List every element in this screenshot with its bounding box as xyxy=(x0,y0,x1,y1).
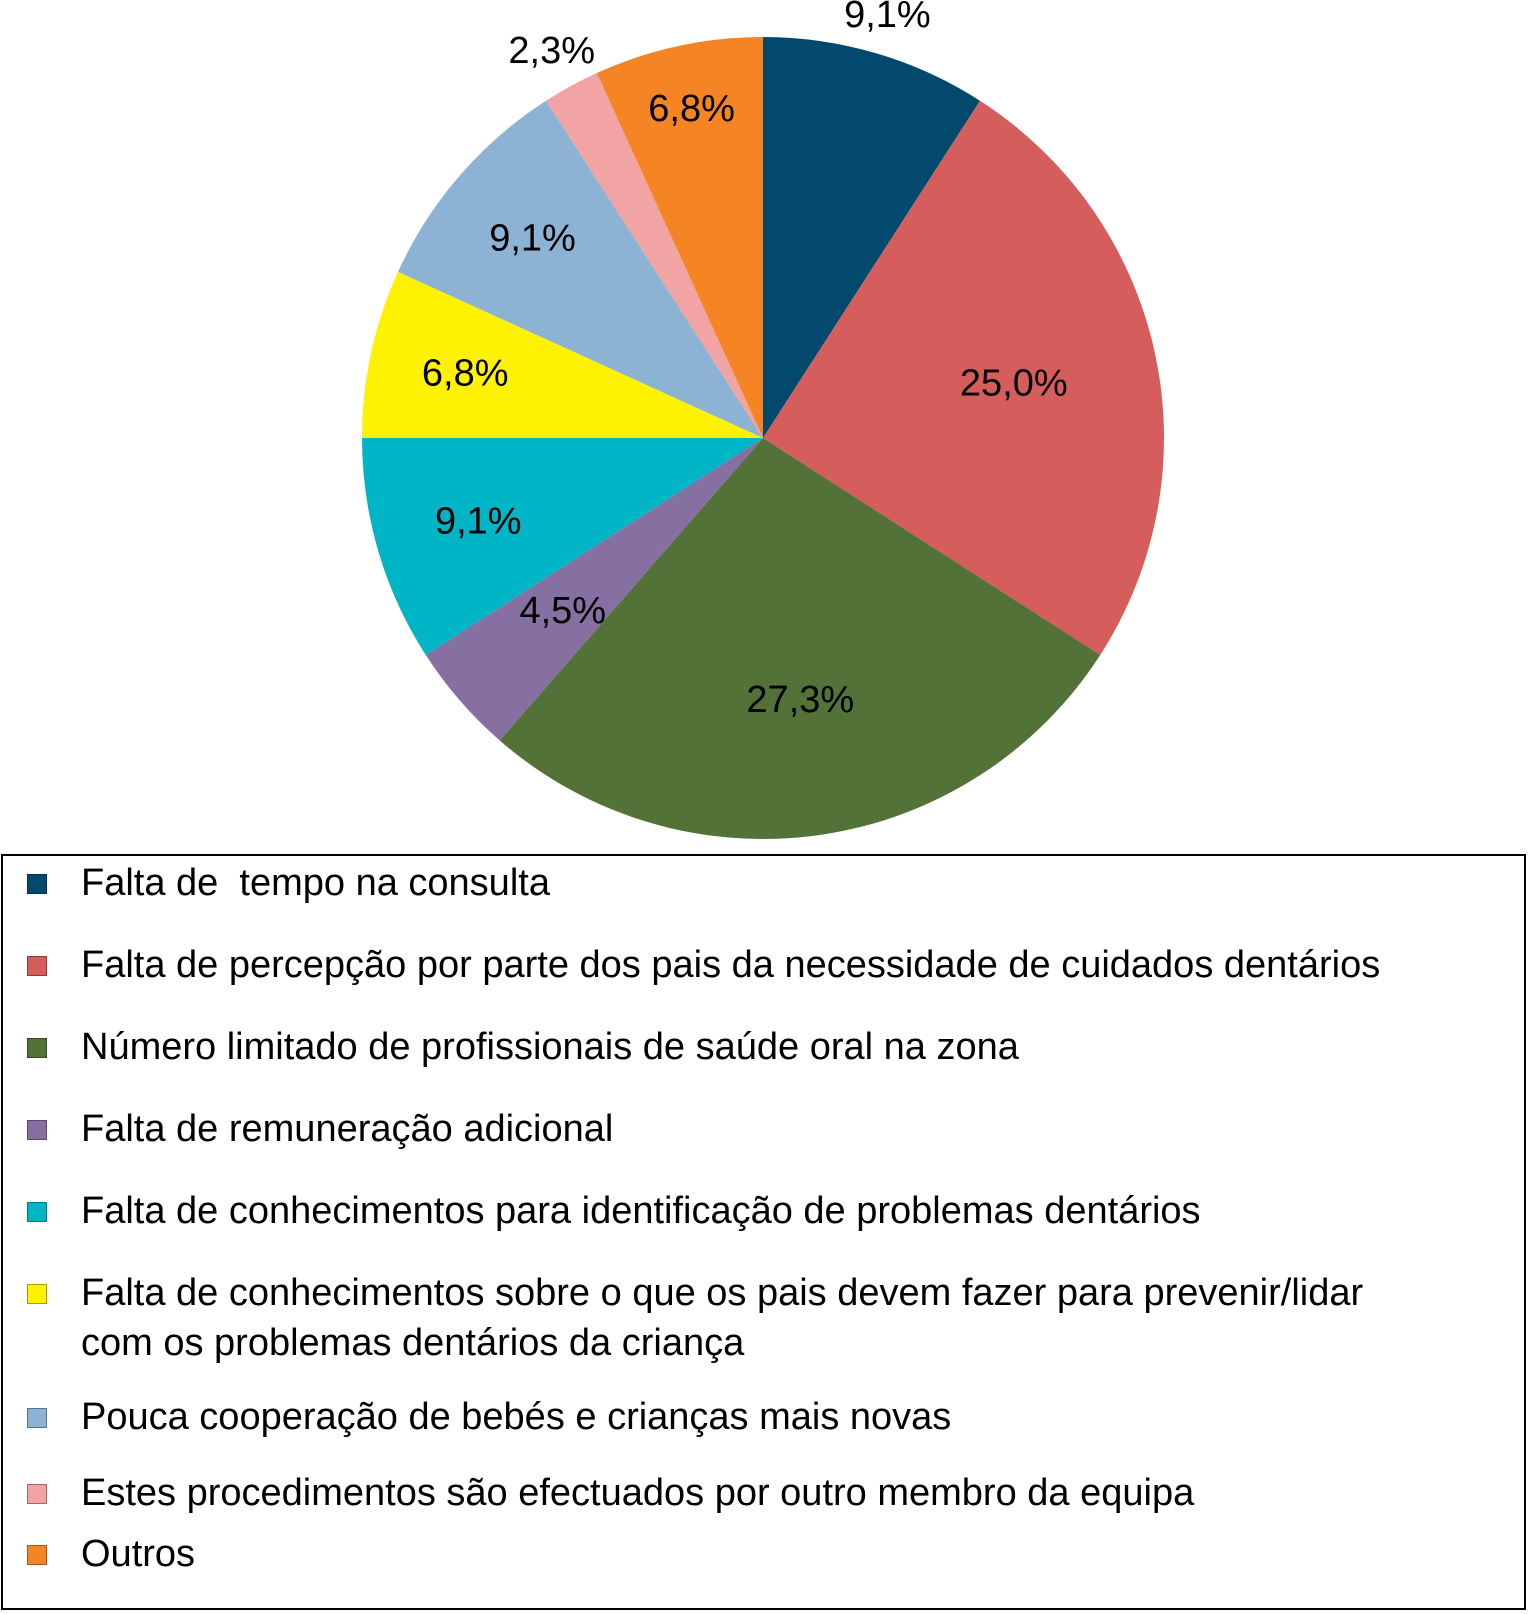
pie-slice xyxy=(596,37,763,438)
pie-slice xyxy=(763,37,980,438)
slice-value-label: 6,8% xyxy=(648,88,735,130)
legend-label: Número limitado de profissionais de saúd… xyxy=(81,1026,1019,1068)
legend-item: Falta de tempo na consulta xyxy=(27,858,550,908)
legend-label: Outros xyxy=(81,1533,196,1575)
legend-label: Estes procedimentos são efectuados por o… xyxy=(81,1472,1195,1514)
legend-swatch xyxy=(27,1545,47,1565)
legend-item: Estes procedimentos são efectuados por o… xyxy=(27,1468,1194,1518)
legend-swatch xyxy=(27,1408,47,1428)
legend-swatch xyxy=(27,1484,47,1504)
legend-label: Falta de tempo na consulta xyxy=(81,862,550,904)
legend-item: Falta de remuneração adicional xyxy=(27,1104,613,1154)
legend-item: Falta de conhecimentos para identificaçã… xyxy=(27,1186,1201,1236)
pie-chart: 9,1% 25,0% 27,3% 4,5% 9,1% 6,8% 9,1% 2,3% 6,8% xyxy=(362,0,1165,839)
legend-item: Número limitado de profissionais de saúd… xyxy=(27,1022,1019,1072)
legend-swatch xyxy=(27,1120,47,1140)
pie-slice xyxy=(362,438,763,655)
legend-label: Falta de conhecimentos sobre o que os pa… xyxy=(81,1272,1364,1364)
slice-value-label: 6,8% xyxy=(422,352,509,394)
legend: Falta de tempo na consulta Falta de perce… xyxy=(1,854,1526,1610)
pie-slice xyxy=(398,100,763,438)
pie-slice xyxy=(425,438,763,741)
slice-value-label: 27,3% xyxy=(746,679,854,721)
slice-value-label: 9,1% xyxy=(489,218,576,260)
legend-item: Pouca cooperação de bebés e crianças mai… xyxy=(27,1392,951,1442)
legend-swatch xyxy=(27,1202,47,1222)
slice-value-label: 25,0% xyxy=(960,363,1068,405)
legend-label: Pouca cooperação de bebés e crianças mai… xyxy=(81,1396,952,1438)
pie-slice xyxy=(546,73,763,439)
legend-item: Falta de conhecimentos sobre o que os pa… xyxy=(27,1268,1363,1368)
slice-value-label: 2,3% xyxy=(508,30,595,72)
legend-swatch xyxy=(27,956,47,976)
pie-slice xyxy=(763,100,1165,655)
legend-label: Falta de conhecimentos para identificaçã… xyxy=(81,1190,1201,1232)
slice-value-label: 9,1% xyxy=(844,0,931,36)
legend-swatch xyxy=(27,1038,47,1058)
legend-item: Falta de percepção por parte dos pais da… xyxy=(27,940,1380,990)
legend-swatch xyxy=(27,1284,47,1304)
legend-label: Falta de remuneração adicional xyxy=(81,1108,614,1150)
pie-slice xyxy=(499,438,1101,839)
legend-swatch xyxy=(27,874,47,894)
legend-item: Outros xyxy=(27,1529,195,1579)
legend-label: Falta de percepção por parte dos pais da… xyxy=(81,944,1381,986)
slice-value-label: 9,1% xyxy=(435,501,522,543)
pie-slice xyxy=(362,271,763,438)
slice-value-label: 4,5% xyxy=(519,590,606,632)
